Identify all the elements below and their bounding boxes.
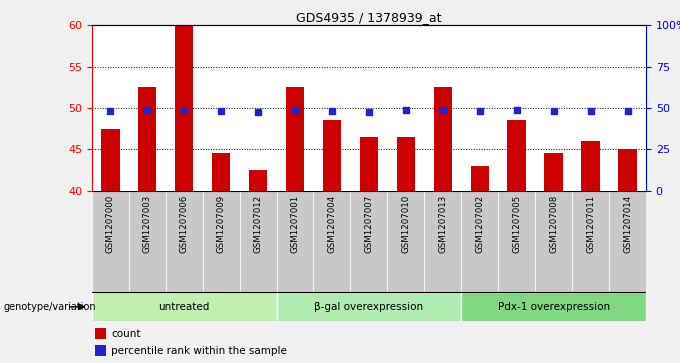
Text: GSM1207005: GSM1207005 — [512, 195, 521, 253]
Text: GSM1207007: GSM1207007 — [364, 195, 373, 253]
Bar — [313, 191, 350, 292]
Bar — [277, 292, 461, 321]
Text: Pdx-1 overexpression: Pdx-1 overexpression — [498, 302, 610, 312]
Text: GSM1207006: GSM1207006 — [180, 195, 188, 253]
Bar — [461, 191, 498, 292]
Point — [326, 109, 337, 114]
Bar — [203, 191, 239, 292]
Bar — [360, 137, 378, 191]
Text: GSM1207003: GSM1207003 — [143, 195, 152, 253]
Point — [105, 109, 116, 114]
Bar — [138, 87, 156, 191]
Point — [511, 107, 522, 113]
Bar — [95, 345, 105, 356]
Title: GDS4935 / 1378939_at: GDS4935 / 1378939_at — [296, 11, 441, 24]
Text: count: count — [112, 329, 141, 339]
Bar — [101, 129, 120, 191]
Bar — [388, 191, 424, 292]
Bar — [286, 87, 304, 191]
Point — [253, 109, 264, 115]
Point — [179, 107, 190, 113]
Bar — [323, 121, 341, 191]
Bar — [350, 191, 388, 292]
Bar — [535, 191, 572, 292]
Point — [364, 109, 375, 115]
Text: β-gal overexpression: β-gal overexpression — [314, 302, 424, 312]
Text: GSM1207014: GSM1207014 — [623, 195, 632, 253]
Bar — [471, 166, 489, 191]
Bar — [572, 191, 609, 292]
Text: GSM1207000: GSM1207000 — [106, 195, 115, 253]
Bar — [239, 191, 277, 292]
Bar — [249, 170, 267, 191]
Point — [622, 109, 633, 114]
Text: GSM1207004: GSM1207004 — [328, 195, 337, 253]
Text: GSM1207011: GSM1207011 — [586, 195, 595, 253]
Text: percentile rank within the sample: percentile rank within the sample — [112, 346, 287, 356]
Bar — [175, 25, 193, 191]
Text: GSM1207013: GSM1207013 — [439, 195, 447, 253]
Bar — [609, 191, 646, 292]
Point — [585, 109, 596, 114]
Point — [548, 109, 559, 114]
Bar — [129, 191, 166, 292]
Bar — [212, 154, 231, 191]
Point — [216, 109, 226, 114]
Text: GSM1207008: GSM1207008 — [549, 195, 558, 253]
Bar — [545, 154, 563, 191]
Bar — [277, 191, 313, 292]
Point — [475, 109, 486, 114]
Bar — [434, 87, 452, 191]
Bar — [581, 141, 600, 191]
Text: GSM1207002: GSM1207002 — [475, 195, 484, 253]
Point — [290, 107, 301, 113]
Bar — [618, 149, 636, 191]
Text: GSM1207009: GSM1207009 — [217, 195, 226, 253]
Bar — [95, 328, 105, 339]
Text: GSM1207012: GSM1207012 — [254, 195, 262, 253]
Point — [142, 107, 153, 113]
Bar — [92, 292, 277, 321]
Bar — [396, 137, 415, 191]
Bar — [424, 191, 461, 292]
Bar — [461, 292, 646, 321]
Point — [437, 107, 448, 113]
Bar — [166, 191, 203, 292]
Bar — [92, 191, 129, 292]
Bar — [498, 191, 535, 292]
Text: GSM1207001: GSM1207001 — [290, 195, 299, 253]
Point — [401, 107, 411, 113]
Bar — [507, 121, 526, 191]
Text: GSM1207010: GSM1207010 — [401, 195, 410, 253]
Text: untreated: untreated — [158, 302, 210, 312]
Text: genotype/variation: genotype/variation — [3, 302, 96, 312]
